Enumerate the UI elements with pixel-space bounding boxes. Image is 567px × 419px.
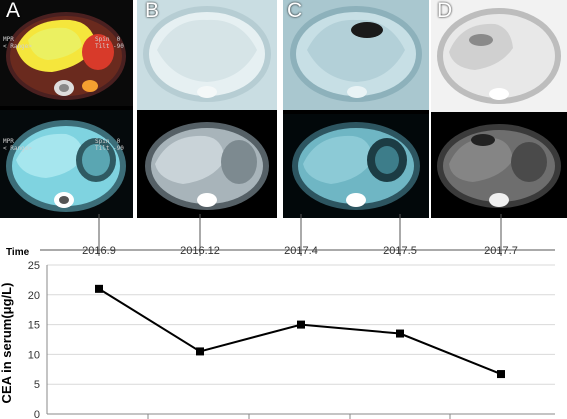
y-tick-label: 15 xyxy=(28,320,40,332)
overlay-text-a-bottom-right: Spin 0 Tilt -90 xyxy=(95,138,124,152)
date-label: 2017.5 xyxy=(383,245,417,257)
panel-label-c: C xyxy=(287,0,303,22)
y-tick-label: 20 xyxy=(28,290,40,302)
y-tick-label: 5 xyxy=(34,379,40,391)
ct-image-b xyxy=(137,114,277,218)
time-label: Time xyxy=(6,247,30,258)
data-marker xyxy=(95,284,103,293)
ct-lung-image-c xyxy=(283,0,429,110)
date-label: 2017.4 xyxy=(284,245,318,257)
panel-c: C xyxy=(283,0,429,218)
y-tick-labels: 0 5 10 15 20 25 xyxy=(28,260,40,419)
panel-a: MPR < Range> Spin 0 Tilt -90 MPR < Range> S… xyxy=(0,0,133,218)
timeline: Time xyxy=(6,247,555,258)
y-tick-label: 25 xyxy=(28,260,40,272)
data-marker xyxy=(497,370,505,379)
date-labels: 2016.9 2016.12 2017.4 2017.5 2017.7 xyxy=(82,245,518,257)
timeline-ticks xyxy=(98,244,502,256)
date-label: 2016.12 xyxy=(180,245,220,257)
cea-line-chart: Time 2016.9 2016.12 2017.4 2017.5 2017.7 CEA… xyxy=(0,244,555,419)
data-marker xyxy=(297,320,305,329)
ct-image-a xyxy=(0,110,133,218)
data-marker xyxy=(396,329,404,338)
petct-image-a xyxy=(0,0,133,106)
panel-connectors xyxy=(98,214,502,244)
data-markers xyxy=(95,284,505,379)
ct-image-d xyxy=(431,116,567,218)
date-label: 2016.9 xyxy=(82,245,116,257)
overlay-text-a-top-right: Spin 0 Tilt -90 xyxy=(95,36,124,50)
date-label: 2017.7 xyxy=(484,245,518,257)
overlay-text-a-bottom: MPR < Range> xyxy=(3,138,32,152)
y-tick-label: 0 xyxy=(34,409,40,419)
ct-image-c xyxy=(283,114,429,218)
data-marker xyxy=(196,347,204,356)
panel-label-a: A xyxy=(6,0,21,22)
overlay-text-a-top: MPR < Range> xyxy=(3,36,32,50)
cea-series-line xyxy=(98,287,502,375)
y-axis-label: CEA in serum(μg/L) xyxy=(0,283,14,404)
panel-b: B xyxy=(137,0,277,218)
x-ticks xyxy=(147,414,451,419)
y-tick-label: 10 xyxy=(28,349,40,361)
panel-label-b: B xyxy=(145,0,160,22)
ct-lung-image-b xyxy=(137,0,277,110)
ct-lung-image-d xyxy=(431,0,567,112)
panel-label-d: D xyxy=(437,0,453,22)
panel-d: D xyxy=(431,0,567,218)
